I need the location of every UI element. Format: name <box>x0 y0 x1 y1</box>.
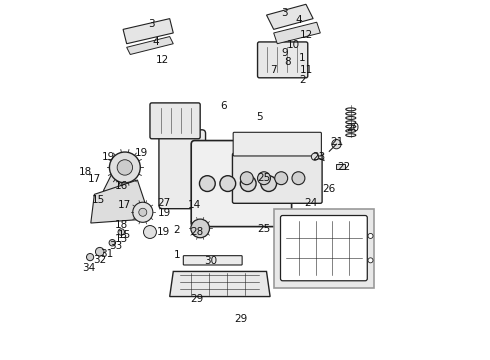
Text: 7: 7 <box>270 65 277 75</box>
Text: 31: 31 <box>100 248 114 258</box>
Text: 1: 1 <box>173 250 180 260</box>
FancyBboxPatch shape <box>183 256 242 265</box>
Circle shape <box>199 176 215 192</box>
Text: 21: 21 <box>330 138 343 147</box>
Circle shape <box>87 253 94 261</box>
FancyBboxPatch shape <box>274 209 374 288</box>
Polygon shape <box>123 19 173 44</box>
Circle shape <box>368 258 373 263</box>
Circle shape <box>118 229 124 235</box>
Polygon shape <box>337 164 345 169</box>
FancyBboxPatch shape <box>150 103 200 139</box>
Text: 12: 12 <box>156 55 169 65</box>
Polygon shape <box>274 22 320 44</box>
Text: 13: 13 <box>115 234 128 244</box>
Text: 4: 4 <box>295 15 302 26</box>
Circle shape <box>368 233 373 238</box>
Text: 19: 19 <box>102 152 115 162</box>
Text: 2: 2 <box>299 75 306 85</box>
Text: 2: 2 <box>173 225 180 235</box>
Text: 28: 28 <box>190 227 203 237</box>
Text: 10: 10 <box>287 40 300 50</box>
Text: 1: 1 <box>299 53 306 63</box>
Text: 25: 25 <box>257 173 270 183</box>
Text: 17: 17 <box>88 174 101 184</box>
FancyBboxPatch shape <box>232 153 322 203</box>
Circle shape <box>144 226 156 238</box>
Circle shape <box>109 239 116 246</box>
Text: 34: 34 <box>82 263 96 273</box>
Polygon shape <box>267 4 313 30</box>
Circle shape <box>332 139 341 149</box>
Polygon shape <box>170 271 270 297</box>
Text: 32: 32 <box>93 255 106 265</box>
Text: 19: 19 <box>157 228 170 237</box>
Circle shape <box>311 153 318 160</box>
Text: 11: 11 <box>299 65 313 75</box>
FancyBboxPatch shape <box>280 216 368 281</box>
Text: 6: 6 <box>220 102 227 112</box>
Text: 8: 8 <box>285 57 292 67</box>
Circle shape <box>240 176 256 192</box>
Text: 3: 3 <box>281 8 288 18</box>
Text: 3: 3 <box>148 19 155 29</box>
Circle shape <box>258 172 270 185</box>
Text: 16: 16 <box>115 181 128 192</box>
Text: 19: 19 <box>134 148 147 158</box>
Circle shape <box>109 152 140 183</box>
Text: 18: 18 <box>79 167 92 177</box>
Circle shape <box>220 176 236 192</box>
Text: 25: 25 <box>257 225 270 234</box>
FancyBboxPatch shape <box>233 132 321 156</box>
Polygon shape <box>103 166 122 194</box>
FancyBboxPatch shape <box>191 140 292 226</box>
Circle shape <box>292 172 305 185</box>
Text: 5: 5 <box>256 112 263 122</box>
Text: 19: 19 <box>158 208 171 219</box>
Circle shape <box>191 219 210 238</box>
Polygon shape <box>91 180 145 223</box>
Text: 15: 15 <box>91 195 104 205</box>
Text: 14: 14 <box>188 200 201 210</box>
Text: 18: 18 <box>115 220 128 230</box>
Text: 15: 15 <box>118 230 131 240</box>
Circle shape <box>139 208 147 216</box>
Circle shape <box>261 176 276 192</box>
Text: 12: 12 <box>299 30 313 40</box>
Circle shape <box>240 172 253 185</box>
Text: 29: 29 <box>234 314 247 324</box>
Circle shape <box>275 172 288 185</box>
Circle shape <box>96 247 104 256</box>
Circle shape <box>133 202 153 222</box>
Text: 23: 23 <box>312 152 325 162</box>
FancyBboxPatch shape <box>159 130 205 209</box>
Circle shape <box>117 160 133 175</box>
Text: 9: 9 <box>281 48 288 58</box>
FancyBboxPatch shape <box>258 42 308 78</box>
Text: 17: 17 <box>118 200 131 210</box>
Text: 26: 26 <box>322 184 336 194</box>
Text: 30: 30 <box>204 256 218 266</box>
Text: 29: 29 <box>190 294 203 305</box>
Text: 22: 22 <box>337 162 350 172</box>
Polygon shape <box>126 37 173 54</box>
Text: 27: 27 <box>158 198 171 208</box>
Text: 4: 4 <box>152 37 159 47</box>
Text: 24: 24 <box>305 198 318 208</box>
Text: 20: 20 <box>346 123 359 133</box>
Text: 33: 33 <box>109 240 122 251</box>
